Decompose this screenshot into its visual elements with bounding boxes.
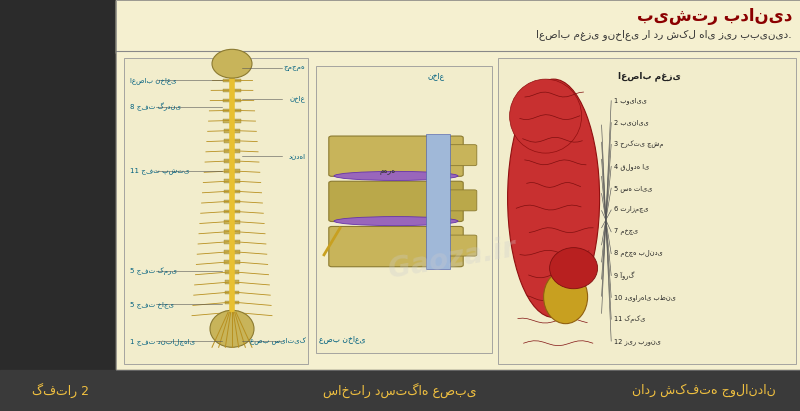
Bar [224, 180, 240, 183]
Bar [224, 230, 240, 233]
Bar [116, 0, 800, 53]
Text: بیشتر بدانید: بیشتر بدانید [637, 7, 792, 25]
Bar [116, 0, 800, 370]
Ellipse shape [510, 79, 582, 153]
FancyBboxPatch shape [329, 136, 463, 176]
Bar [224, 250, 240, 254]
Bar [225, 300, 239, 304]
Text: 8 جفت گردنی: 8 جفت گردنی [130, 103, 181, 111]
Text: گفتار 2: گفتار 2 [32, 383, 89, 398]
Bar [224, 159, 240, 163]
Bar [225, 270, 239, 274]
Text: 1 بویایی: 1 بویایی [614, 97, 646, 104]
Text: 6 ترازمچی: 6 ترازمچی [614, 206, 648, 213]
Ellipse shape [334, 171, 458, 180]
Bar [225, 260, 239, 264]
Bar [223, 99, 241, 102]
Bar [0, 370, 800, 411]
Text: 11 جفت پشتی: 11 جفت پشتی [130, 167, 189, 174]
Bar [224, 200, 240, 203]
Text: نخاع: نخاع [428, 72, 445, 81]
FancyBboxPatch shape [448, 235, 477, 256]
Text: 11 کمکی: 11 کمکی [614, 316, 645, 323]
Bar [0, 0, 116, 370]
Bar [498, 58, 796, 364]
Text: 10 دیوارهای بطنی: 10 دیوارهای بطنی [614, 294, 675, 301]
Text: 2 بینایی: 2 بینایی [614, 120, 648, 125]
Text: نادر شکفته جولاندان: نادر شکفته جولاندان [632, 384, 776, 397]
Text: عصب سیاتیک: عصب سیاتیک [250, 337, 306, 345]
Text: 9 آورگ: 9 آورگ [614, 271, 634, 280]
Ellipse shape [334, 217, 458, 226]
Bar [116, 0, 800, 370]
Ellipse shape [212, 49, 252, 78]
Bar [224, 139, 240, 143]
Bar [224, 240, 240, 244]
Bar [224, 220, 240, 224]
Bar [223, 109, 241, 113]
Text: جمجمه: جمجمه [284, 65, 306, 71]
Text: 4 قلوده ای: 4 قلوده ای [614, 163, 649, 170]
Ellipse shape [543, 270, 587, 324]
Bar [224, 210, 240, 213]
Bar [224, 149, 240, 153]
Ellipse shape [507, 79, 600, 317]
Bar [225, 311, 239, 314]
Text: 8 مخچه بلندی: 8 مخچه بلندی [614, 250, 662, 257]
Text: اعصاب نخاعی: اعصاب نخاعی [130, 77, 176, 83]
Text: مهره: مهره [380, 166, 396, 175]
Ellipse shape [210, 310, 254, 347]
Text: اعصاب مغزی: اعصاب مغزی [618, 71, 680, 81]
Bar [223, 89, 241, 92]
Bar [124, 58, 308, 364]
FancyBboxPatch shape [329, 226, 463, 267]
FancyBboxPatch shape [448, 190, 477, 211]
Bar [224, 189, 240, 193]
Text: Gaoza.ir: Gaoza.ir [386, 234, 518, 284]
Bar [316, 66, 492, 353]
Text: نخاع: نخاع [290, 95, 306, 102]
Text: ساختار دستگاه عصبی: ساختار دستگاه عصبی [323, 383, 477, 398]
FancyBboxPatch shape [329, 181, 463, 222]
Text: 3 حرکتی چشم: 3 حرکتی چشم [614, 141, 663, 148]
Text: 5 جفت خاجی: 5 جفت خاجی [130, 301, 174, 307]
Bar [223, 119, 241, 122]
Bar [223, 79, 241, 82]
FancyBboxPatch shape [448, 145, 477, 166]
Text: دندها: دندها [289, 153, 306, 159]
Text: 5 سه تایی: 5 سه تایی [614, 185, 652, 192]
Text: 12 زیر برونی: 12 زیر برونی [614, 338, 661, 344]
Bar [426, 134, 450, 269]
Ellipse shape [550, 247, 598, 289]
Text: 1 جفت دنبالچهای: 1 جفت دنبالچهای [130, 338, 194, 344]
Bar [225, 291, 239, 294]
Text: 7 مخچی: 7 مخچی [614, 229, 638, 236]
Text: عصب نخاعی: عصب نخاعی [319, 335, 366, 344]
Bar [225, 280, 239, 284]
Bar [224, 169, 240, 173]
Text: 5 جفت کمری: 5 جفت کمری [130, 268, 177, 275]
Text: اعصاب مغزی ونخاعی را در شکل های زیر ببینید.: اعصاب مغزی ونخاعی را در شکل های زیر ببین… [536, 30, 792, 40]
Bar [223, 129, 241, 133]
